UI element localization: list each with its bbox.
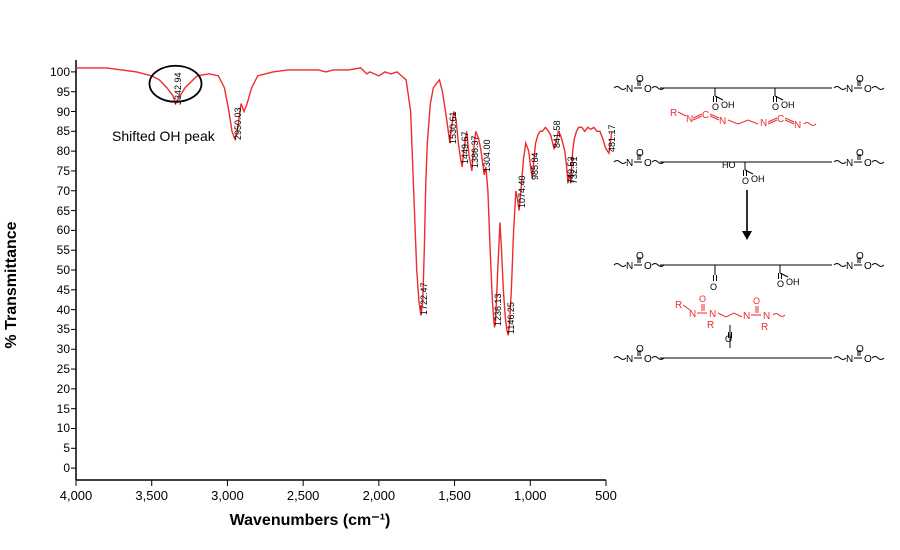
reaction-scheme: N O O N O O O OH O OH R N C N N C N N O … bbox=[610, 70, 885, 440]
y-tick-label: 25 bbox=[42, 362, 70, 376]
y-tick-label: 30 bbox=[42, 342, 70, 356]
svg-text:O: O bbox=[742, 176, 749, 186]
peak-label: 985.84 bbox=[530, 152, 540, 180]
svg-text:N: N bbox=[686, 114, 693, 125]
y-tick-label: 5 bbox=[42, 441, 70, 455]
peak-label: 1722.47 bbox=[419, 282, 429, 315]
svg-text:R: R bbox=[670, 108, 677, 119]
y-tick-label: 70 bbox=[42, 184, 70, 198]
svg-text:O: O bbox=[644, 84, 652, 95]
svg-text:O: O bbox=[753, 296, 760, 306]
y-tick-label: 85 bbox=[42, 124, 70, 138]
peak-label: 1304.00 bbox=[482, 139, 492, 172]
peak-label: 3342.94 bbox=[173, 72, 183, 105]
peak-label: 2950.03 bbox=[233, 108, 243, 141]
x-tick-label: 1,500 bbox=[438, 488, 471, 503]
x-tick-label: 1,000 bbox=[514, 488, 547, 503]
svg-text:N: N bbox=[689, 309, 696, 320]
y-tick-label: 75 bbox=[42, 164, 70, 178]
svg-text:N: N bbox=[760, 118, 767, 129]
y-tick-label: 45 bbox=[42, 283, 70, 297]
peak-label: 1146.25 bbox=[506, 303, 516, 335]
svg-text:O: O bbox=[699, 294, 706, 304]
svg-text:OH: OH bbox=[786, 277, 800, 287]
svg-text:HO: HO bbox=[722, 160, 736, 170]
y-tick-label: 20 bbox=[42, 382, 70, 396]
peak-label: 1386.37 bbox=[470, 135, 480, 168]
svg-text:R: R bbox=[675, 300, 682, 311]
svg-text:N: N bbox=[743, 311, 750, 322]
svg-text:N: N bbox=[719, 116, 726, 127]
peak-label: 1449.67 bbox=[460, 131, 470, 164]
peak-label: 732.51 bbox=[569, 156, 579, 184]
svg-text:O: O bbox=[772, 102, 779, 112]
svg-text:N: N bbox=[626, 84, 633, 95]
svg-text:O: O bbox=[777, 279, 784, 289]
svg-text:O: O bbox=[864, 84, 872, 95]
y-tick-label: 15 bbox=[42, 402, 70, 416]
svg-text:C: C bbox=[777, 114, 784, 125]
svg-text:O: O bbox=[644, 261, 652, 272]
y-tick-label: 10 bbox=[42, 421, 70, 435]
svg-text:O: O bbox=[644, 354, 652, 365]
x-tick-label: 500 bbox=[595, 488, 617, 503]
y-axis-label: % Transmittance bbox=[3, 221, 21, 348]
svg-text:N: N bbox=[846, 354, 853, 365]
peak-label: 1530.61 bbox=[448, 112, 458, 145]
peak-label: 481.17 bbox=[607, 125, 617, 153]
svg-text:O: O bbox=[864, 261, 872, 272]
svg-text:OH: OH bbox=[751, 174, 765, 184]
x-tick-label: 4,000 bbox=[60, 488, 93, 503]
svg-text:N: N bbox=[763, 311, 770, 322]
svg-text:R: R bbox=[707, 320, 714, 331]
y-tick-label: 0 bbox=[42, 461, 70, 475]
y-tick-label: 100 bbox=[42, 65, 70, 79]
y-tick-label: 95 bbox=[42, 85, 70, 99]
peak-label: 841.58 bbox=[552, 121, 562, 149]
svg-text:N: N bbox=[846, 261, 853, 272]
svg-text:O: O bbox=[725, 334, 732, 344]
svg-text:OH: OH bbox=[781, 100, 795, 110]
ir-spectrum-plot bbox=[56, 48, 676, 540]
svg-text:N: N bbox=[794, 120, 801, 131]
svg-text:O: O bbox=[644, 158, 652, 169]
svg-text:OH: OH bbox=[721, 100, 735, 110]
svg-text:N: N bbox=[846, 158, 853, 169]
y-tick-label: 90 bbox=[42, 105, 70, 119]
svg-text:O: O bbox=[712, 102, 719, 112]
x-tick-label: 3,000 bbox=[211, 488, 244, 503]
svg-text:C: C bbox=[702, 110, 709, 121]
y-tick-label: 35 bbox=[42, 322, 70, 336]
shifted-oh-annotation: Shifted OH peak bbox=[112, 128, 215, 144]
y-tick-label: 80 bbox=[42, 144, 70, 158]
figure-container: % Transmittance Wavenumbers (cm⁻¹) Shift… bbox=[10, 10, 890, 540]
svg-text:N: N bbox=[709, 309, 716, 320]
x-tick-label: 2,500 bbox=[287, 488, 320, 503]
x-tick-label: 2,000 bbox=[363, 488, 396, 503]
svg-text:O: O bbox=[864, 158, 872, 169]
y-tick-label: 60 bbox=[42, 223, 70, 237]
svg-text:N: N bbox=[626, 354, 633, 365]
y-tick-label: 55 bbox=[42, 243, 70, 257]
x-tick-label: 3,500 bbox=[135, 488, 168, 503]
peak-label: 1236.13 bbox=[493, 294, 503, 327]
svg-text:O: O bbox=[710, 282, 717, 292]
y-tick-label: 50 bbox=[42, 263, 70, 277]
svg-text:N: N bbox=[846, 84, 853, 95]
y-tick-label: 40 bbox=[42, 303, 70, 317]
svg-text:N: N bbox=[626, 261, 633, 272]
svg-text:R: R bbox=[761, 322, 768, 333]
peak-label: 1074.40 bbox=[517, 175, 527, 208]
svg-text:N: N bbox=[626, 158, 633, 169]
svg-text:O: O bbox=[864, 354, 872, 365]
y-tick-label: 65 bbox=[42, 204, 70, 218]
